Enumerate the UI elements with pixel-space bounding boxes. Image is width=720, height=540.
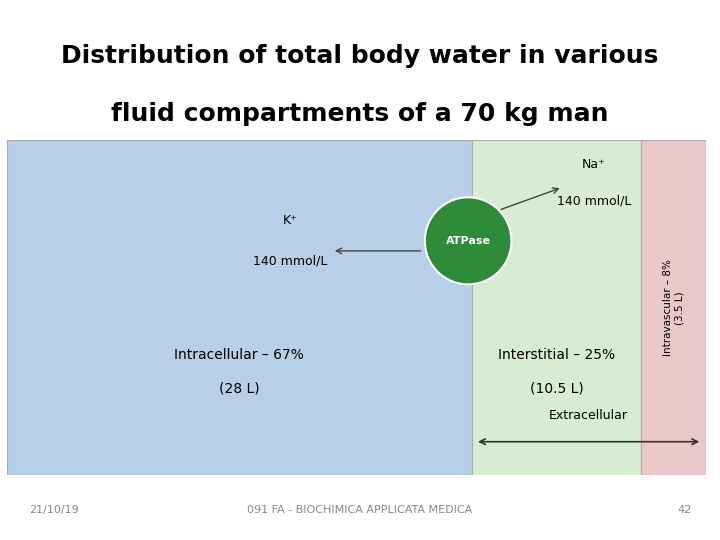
Ellipse shape — [425, 197, 511, 285]
Bar — [642, 140, 706, 475]
Text: Distribution of total body water in various: Distribution of total body water in vari… — [61, 44, 659, 68]
Bar — [7, 140, 472, 475]
Text: (10.5 L): (10.5 L) — [530, 381, 583, 395]
Text: 091 FA - BIOCHIMICA APPLICATA MEDICA: 091 FA - BIOCHIMICA APPLICATA MEDICA — [248, 505, 472, 515]
Text: ATPase: ATPase — [446, 236, 490, 246]
Text: Interstitial – 25%: Interstitial – 25% — [498, 348, 615, 362]
Text: 140 mmol/L: 140 mmol/L — [253, 255, 327, 268]
Text: fluid compartments of a 70 kg man: fluid compartments of a 70 kg man — [112, 103, 608, 126]
Bar — [472, 140, 642, 475]
Text: Extracellular: Extracellular — [549, 409, 628, 422]
Text: 42: 42 — [677, 505, 691, 515]
Text: 140 mmol/L: 140 mmol/L — [557, 194, 631, 207]
Text: Intravascular – 8%
(3.5 L): Intravascular – 8% (3.5 L) — [662, 259, 684, 356]
Text: K⁺: K⁺ — [283, 214, 297, 227]
Text: 21/10/19: 21/10/19 — [29, 505, 78, 515]
Text: (28 L): (28 L) — [219, 381, 260, 395]
Text: Intracellular – 67%: Intracellular – 67% — [174, 348, 305, 362]
Text: Na⁺: Na⁺ — [582, 158, 606, 171]
